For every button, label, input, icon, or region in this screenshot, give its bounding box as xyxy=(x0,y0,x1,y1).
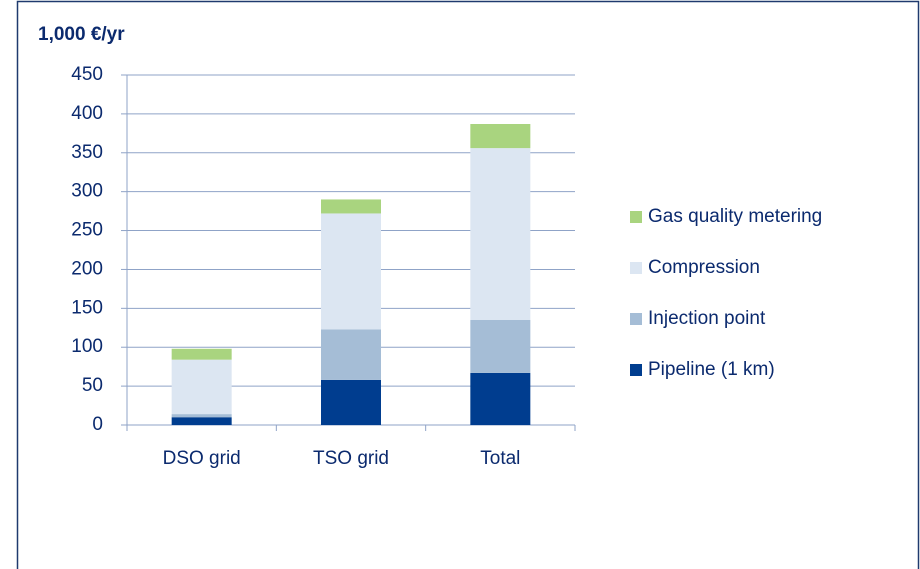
legend-marker xyxy=(630,364,642,376)
y-tick-label: 0 xyxy=(92,414,103,435)
y-tick-label: 450 xyxy=(71,64,103,85)
y-tick-label: 200 xyxy=(71,258,103,279)
legend-label: Injection point xyxy=(648,308,766,329)
bar-segment xyxy=(470,372,531,425)
y-tick-label: 100 xyxy=(71,336,103,357)
x-tick-label: DSO grid xyxy=(163,448,241,469)
bar-segment xyxy=(321,213,381,330)
y-tick-label: 350 xyxy=(71,142,103,163)
bar-segment xyxy=(171,359,232,415)
frame xyxy=(16,0,920,569)
y-tick-label: 300 xyxy=(71,181,103,202)
y-tick-label: 150 xyxy=(71,297,103,318)
legend-label: Compression xyxy=(648,257,760,278)
y-tick-label: 50 xyxy=(82,375,103,396)
x-tick-label: TSO grid xyxy=(313,448,389,469)
y-tick-label: 400 xyxy=(71,103,103,124)
bar-segment xyxy=(171,417,232,425)
legend-label: Pipeline (1 km) xyxy=(648,359,775,380)
y-tick-label: 250 xyxy=(71,220,103,241)
legend-marker xyxy=(630,262,642,274)
bar-segment xyxy=(321,199,381,214)
bar-segment xyxy=(470,320,531,373)
bar-segment xyxy=(321,379,381,425)
bar-segment xyxy=(321,329,381,380)
bar-segment xyxy=(171,414,232,418)
bar-segment xyxy=(470,124,531,149)
bar-segment xyxy=(171,348,232,360)
legend-marker xyxy=(630,313,642,325)
legend-label: Gas quality metering xyxy=(648,206,822,227)
legend-marker xyxy=(630,211,642,223)
chart-title: 1,000 €/yr xyxy=(38,24,125,45)
x-tick-label: Total xyxy=(480,448,520,469)
bar-segment xyxy=(470,148,531,320)
